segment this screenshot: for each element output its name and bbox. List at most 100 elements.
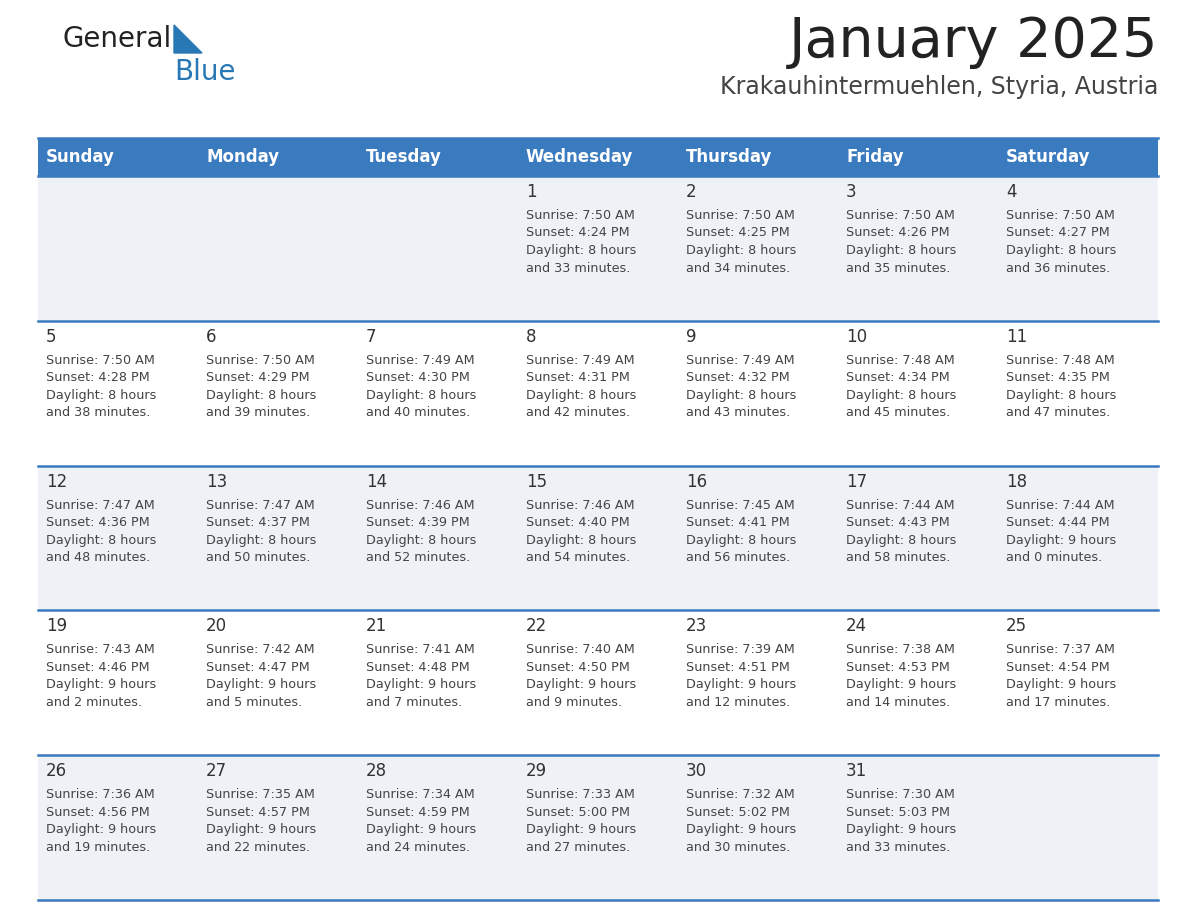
Text: and 50 minutes.: and 50 minutes. (206, 551, 310, 564)
Text: Daylight: 9 hours: Daylight: 9 hours (846, 823, 956, 836)
Text: Daylight: 8 hours: Daylight: 8 hours (366, 533, 476, 546)
Text: Sunset: 5:03 PM: Sunset: 5:03 PM (846, 806, 950, 819)
Text: 23: 23 (685, 618, 707, 635)
Bar (38, 176, 1158, 320)
Text: and 12 minutes.: and 12 minutes. (685, 696, 790, 709)
Text: Sunrise: 7:44 AM: Sunrise: 7:44 AM (846, 498, 955, 511)
Text: and 36 minutes.: and 36 minutes. (1006, 262, 1111, 274)
Text: and 48 minutes.: and 48 minutes. (46, 551, 150, 564)
Text: Sunrise: 7:41 AM: Sunrise: 7:41 AM (366, 644, 475, 656)
Text: Daylight: 8 hours: Daylight: 8 hours (846, 533, 956, 546)
Text: Sunrise: 7:46 AM: Sunrise: 7:46 AM (526, 498, 634, 511)
Text: 27: 27 (206, 762, 227, 780)
Text: Daylight: 9 hours: Daylight: 9 hours (685, 678, 796, 691)
Text: Daylight: 9 hours: Daylight: 9 hours (526, 823, 637, 836)
Text: and 43 minutes.: and 43 minutes. (685, 407, 790, 420)
Text: Sunrise: 7:30 AM: Sunrise: 7:30 AM (846, 789, 955, 801)
Text: and 30 minutes.: and 30 minutes. (685, 841, 790, 854)
Text: Sunrise: 7:39 AM: Sunrise: 7:39 AM (685, 644, 795, 656)
Text: Daylight: 9 hours: Daylight: 9 hours (846, 678, 956, 691)
Text: Saturday: Saturday (1006, 148, 1091, 166)
Text: Sunset: 4:28 PM: Sunset: 4:28 PM (46, 371, 150, 385)
Text: Sunset: 4:57 PM: Sunset: 4:57 PM (206, 806, 310, 819)
Text: Blue: Blue (173, 58, 235, 86)
Text: Sunrise: 7:49 AM: Sunrise: 7:49 AM (526, 353, 634, 367)
Bar (198, 138, 358, 176)
Text: Sunset: 4:41 PM: Sunset: 4:41 PM (685, 516, 790, 529)
Text: 15: 15 (526, 473, 548, 490)
Text: Daylight: 8 hours: Daylight: 8 hours (526, 389, 637, 402)
Text: and 58 minutes.: and 58 minutes. (846, 551, 950, 564)
Text: 12: 12 (46, 473, 68, 490)
Text: Daylight: 9 hours: Daylight: 9 hours (206, 823, 316, 836)
Text: Sunset: 5:02 PM: Sunset: 5:02 PM (685, 806, 790, 819)
Text: Daylight: 8 hours: Daylight: 8 hours (206, 389, 316, 402)
Text: 2: 2 (685, 183, 696, 201)
Text: Sunset: 4:59 PM: Sunset: 4:59 PM (366, 806, 469, 819)
Text: Sunset: 4:54 PM: Sunset: 4:54 PM (1006, 661, 1110, 674)
Text: Sunset: 4:31 PM: Sunset: 4:31 PM (526, 371, 630, 385)
Text: Sunset: 4:56 PM: Sunset: 4:56 PM (46, 806, 150, 819)
Text: Sunset: 4:53 PM: Sunset: 4:53 PM (846, 661, 950, 674)
Text: Sunrise: 7:49 AM: Sunrise: 7:49 AM (366, 353, 475, 367)
Bar (38, 320, 1158, 465)
Text: 3: 3 (846, 183, 857, 201)
Text: Daylight: 9 hours: Daylight: 9 hours (46, 678, 157, 691)
Text: and 56 minutes.: and 56 minutes. (685, 551, 790, 564)
Text: Sunset: 4:26 PM: Sunset: 4:26 PM (846, 227, 949, 240)
Text: January 2025: January 2025 (789, 15, 1158, 69)
Text: Daylight: 9 hours: Daylight: 9 hours (685, 823, 796, 836)
Text: Friday: Friday (846, 148, 904, 166)
Text: Sunrise: 7:48 AM: Sunrise: 7:48 AM (1006, 353, 1114, 367)
Text: 26: 26 (46, 762, 68, 780)
Text: and 33 minutes.: and 33 minutes. (526, 262, 631, 274)
Text: Sunrise: 7:50 AM: Sunrise: 7:50 AM (206, 353, 315, 367)
Text: Sunrise: 7:40 AM: Sunrise: 7:40 AM (526, 644, 634, 656)
Text: Sunrise: 7:36 AM: Sunrise: 7:36 AM (46, 789, 154, 801)
Text: Sunset: 4:43 PM: Sunset: 4:43 PM (846, 516, 949, 529)
Polygon shape (173, 25, 202, 53)
Text: Sunrise: 7:50 AM: Sunrise: 7:50 AM (846, 209, 955, 222)
Text: Sunset: 4:39 PM: Sunset: 4:39 PM (366, 516, 469, 529)
Text: and 2 minutes.: and 2 minutes. (46, 696, 143, 709)
Text: Sunset: 4:30 PM: Sunset: 4:30 PM (366, 371, 470, 385)
Text: and 40 minutes.: and 40 minutes. (366, 407, 470, 420)
Text: 13: 13 (206, 473, 227, 490)
Bar (38, 138, 198, 176)
Text: Sunrise: 7:38 AM: Sunrise: 7:38 AM (846, 644, 955, 656)
Text: and 27 minutes.: and 27 minutes. (526, 841, 631, 854)
Text: Daylight: 8 hours: Daylight: 8 hours (46, 533, 157, 546)
Bar (38, 610, 1158, 756)
Text: Daylight: 9 hours: Daylight: 9 hours (1006, 678, 1117, 691)
Text: 8: 8 (526, 328, 537, 346)
Text: 9: 9 (685, 328, 696, 346)
Text: Sunrise: 7:46 AM: Sunrise: 7:46 AM (366, 498, 475, 511)
Text: 28: 28 (366, 762, 387, 780)
Text: Sunset: 4:35 PM: Sunset: 4:35 PM (1006, 371, 1110, 385)
Text: 20: 20 (206, 618, 227, 635)
Text: Sunset: 4:27 PM: Sunset: 4:27 PM (1006, 227, 1110, 240)
Text: and 22 minutes.: and 22 minutes. (206, 841, 310, 854)
Bar (678, 138, 838, 176)
Text: and 52 minutes.: and 52 minutes. (366, 551, 470, 564)
Text: and 34 minutes.: and 34 minutes. (685, 262, 790, 274)
Text: Sunset: 4:40 PM: Sunset: 4:40 PM (526, 516, 630, 529)
Text: Sunset: 4:32 PM: Sunset: 4:32 PM (685, 371, 790, 385)
Text: Sunrise: 7:33 AM: Sunrise: 7:33 AM (526, 789, 634, 801)
Text: and 9 minutes.: and 9 minutes. (526, 696, 623, 709)
Text: Wednesday: Wednesday (526, 148, 633, 166)
Text: and 42 minutes.: and 42 minutes. (526, 407, 630, 420)
Text: and 5 minutes.: and 5 minutes. (206, 696, 302, 709)
Text: 18: 18 (1006, 473, 1028, 490)
Text: Daylight: 9 hours: Daylight: 9 hours (1006, 533, 1117, 546)
Text: Monday: Monday (206, 148, 279, 166)
Text: Daylight: 8 hours: Daylight: 8 hours (846, 244, 956, 257)
Text: Sunrise: 7:43 AM: Sunrise: 7:43 AM (46, 644, 154, 656)
Text: 7: 7 (366, 328, 377, 346)
Text: Daylight: 8 hours: Daylight: 8 hours (1006, 389, 1117, 402)
Text: Sunset: 4:48 PM: Sunset: 4:48 PM (366, 661, 469, 674)
Text: Daylight: 8 hours: Daylight: 8 hours (685, 244, 796, 257)
Bar (358, 138, 518, 176)
Text: Sunrise: 7:49 AM: Sunrise: 7:49 AM (685, 353, 795, 367)
Text: General: General (62, 25, 171, 53)
